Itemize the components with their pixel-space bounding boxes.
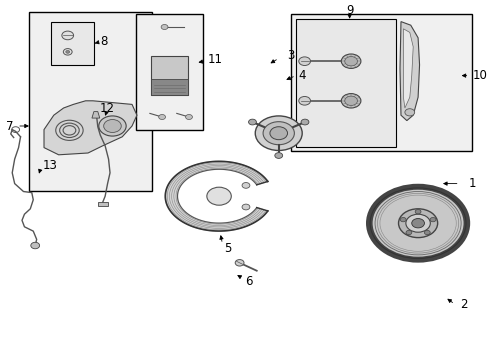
Text: 10: 10 <box>471 69 486 82</box>
Circle shape <box>344 96 357 105</box>
Circle shape <box>103 120 121 132</box>
Circle shape <box>405 214 429 232</box>
Circle shape <box>341 94 360 108</box>
Text: 1: 1 <box>468 177 475 190</box>
Circle shape <box>298 96 310 105</box>
Bar <box>295 19 395 147</box>
Circle shape <box>429 217 435 222</box>
Circle shape <box>405 230 411 235</box>
Bar <box>98 202 107 206</box>
Circle shape <box>424 230 429 235</box>
Circle shape <box>161 24 168 30</box>
Circle shape <box>341 54 360 68</box>
Polygon shape <box>44 101 137 155</box>
Circle shape <box>398 209 437 238</box>
Circle shape <box>159 114 165 120</box>
Circle shape <box>301 119 308 125</box>
Circle shape <box>63 49 72 55</box>
Circle shape <box>61 31 73 40</box>
Circle shape <box>372 190 463 257</box>
Circle shape <box>65 50 69 53</box>
Text: 13: 13 <box>43 159 58 172</box>
Text: 3: 3 <box>286 49 294 62</box>
Text: 2: 2 <box>459 298 466 311</box>
Text: 5: 5 <box>223 242 231 255</box>
Circle shape <box>414 210 420 214</box>
Polygon shape <box>399 22 419 121</box>
Circle shape <box>31 242 40 249</box>
Polygon shape <box>92 112 100 118</box>
Circle shape <box>411 219 424 228</box>
Circle shape <box>242 204 249 210</box>
Text: 9: 9 <box>345 4 353 17</box>
Circle shape <box>400 217 406 222</box>
Circle shape <box>369 188 465 258</box>
Bar <box>136 14 203 130</box>
Text: 4: 4 <box>298 69 305 82</box>
Polygon shape <box>165 161 267 231</box>
Polygon shape <box>151 79 187 95</box>
Circle shape <box>255 116 302 150</box>
Polygon shape <box>403 29 412 108</box>
Circle shape <box>99 116 126 136</box>
Text: 6: 6 <box>244 275 252 288</box>
Bar <box>29 12 151 191</box>
Bar <box>51 22 94 65</box>
Circle shape <box>274 153 282 158</box>
Circle shape <box>298 57 310 66</box>
Text: 8: 8 <box>100 35 107 48</box>
Circle shape <box>206 187 231 205</box>
Bar <box>290 14 471 151</box>
Text: 7: 7 <box>6 120 14 132</box>
Circle shape <box>404 109 414 116</box>
Circle shape <box>344 57 357 66</box>
Text: 11: 11 <box>207 53 223 66</box>
Circle shape <box>263 122 294 145</box>
Text: 12: 12 <box>100 102 115 114</box>
Polygon shape <box>151 56 187 95</box>
Circle shape <box>185 114 192 120</box>
Circle shape <box>235 260 244 266</box>
Circle shape <box>248 119 256 125</box>
Circle shape <box>269 127 287 140</box>
Circle shape <box>242 183 249 188</box>
